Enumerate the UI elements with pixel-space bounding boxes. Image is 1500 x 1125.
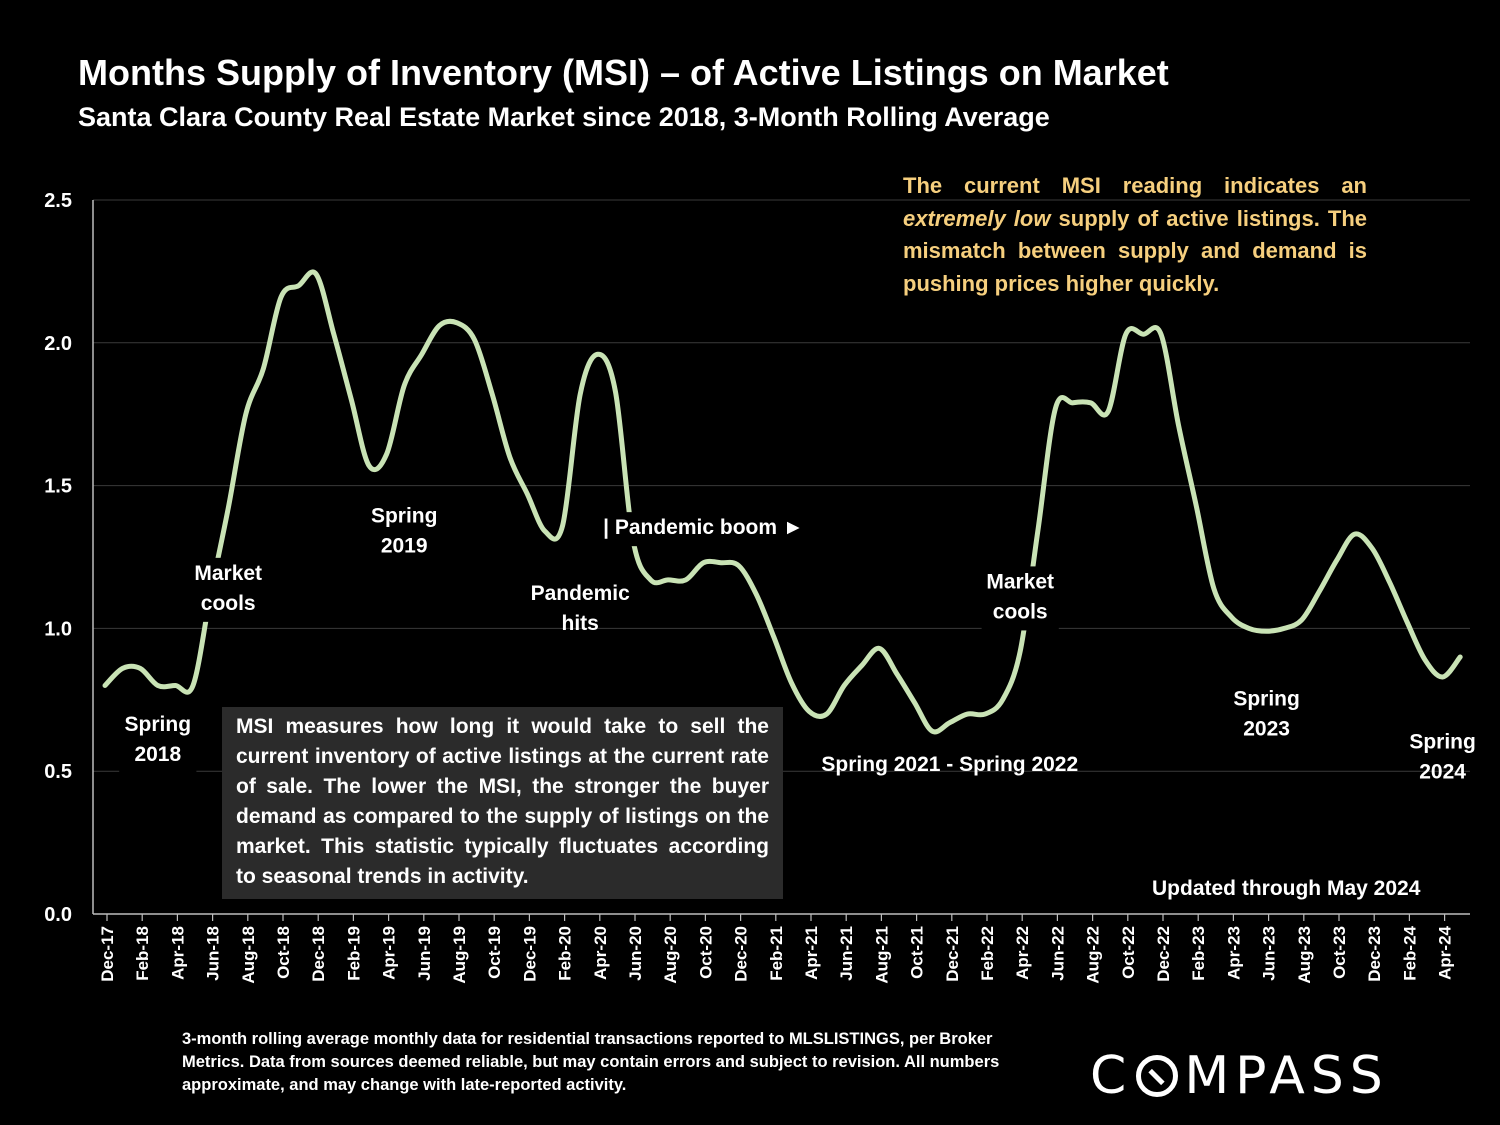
compass-o-icon [1136,1055,1179,1097]
annotation-line: Spring [371,505,438,528]
logo-letter-c: C [1090,1046,1133,1106]
annotation-line: Spring [125,713,192,736]
annotation-text: Pandemic hits [531,582,631,635]
x-tick-label: Dec-17 [98,926,117,982]
x-tick-label: Dec-23 [1365,926,1384,982]
logo-letters: MPASS [1184,1046,1389,1106]
y-tick-label: 0.5 [44,761,72,783]
annotation-line: Spring [1409,730,1476,753]
annotation-line: | Pandemic boom ► [603,516,804,539]
y-tick-label: 1.5 [44,476,72,498]
x-tick-label: Jun-20 [626,926,645,981]
x-tick-label: Jun-19 [415,926,434,981]
x-tick-label: Jun-21 [837,926,856,981]
annotation-line: Market [986,570,1054,593]
source-footnote: 3-month rolling average monthly data for… [182,1030,1000,1094]
annotation-text: Spring 2021 - Spring 2022 [821,753,1078,776]
annotation-backing [119,709,197,774]
x-tick-label: Aug-19 [450,926,469,984]
x-tick-label: Feb-20 [556,926,575,981]
x-tick-label: Feb-23 [1189,926,1208,981]
annotation-text: | Pandemic boom ► [603,516,804,539]
annotation: | Pandemic boom ► [603,512,804,547]
annotation: Market cools [981,566,1059,631]
annotation-line: Spring [1233,688,1300,711]
y-tick-label: 0.0 [44,904,72,926]
annotation-line: cools [201,592,256,615]
annotation: Spring 2024 [1409,730,1476,783]
x-tick-label: Dec-21 [943,926,962,982]
annotation: Spring 2021 - Spring 2022 [821,753,1078,776]
x-tick-label: Aug-20 [661,926,680,984]
x-tick-label: Oct-18 [274,926,293,979]
x-tick-label: Apr-19 [380,926,399,980]
x-tick-label: Aug-22 [1084,926,1103,984]
x-tick-label: Apr-24 [1436,925,1455,979]
annotation-text: Spring 2024 [1409,730,1476,783]
x-tick-label: Oct-20 [696,926,715,979]
x-tick-label: Aug-18 [239,926,258,984]
annotation-line: Market [194,562,262,585]
x-tick-label: Jun-23 [1260,926,1279,981]
annotation-line: 2018 [134,743,181,766]
annotation-backing [603,512,804,547]
x-tick-label: Aug-21 [872,926,891,984]
x-tick-label: Dec-19 [520,926,539,982]
y-tick-label: 1.0 [44,618,72,640]
annotation-line: 2019 [381,535,428,558]
callout-emphasis: extremely low [903,205,1051,231]
x-tick-label: Apr-20 [591,926,610,980]
annotation: Spring 2023 [1233,688,1300,741]
annotation-line: 2024 [1419,760,1466,783]
annotation-line: 2023 [1243,718,1290,741]
annotation-backing [981,566,1059,631]
x-tick-label: Aug-23 [1295,926,1314,984]
annotation-text: Spring 2023 [1233,688,1300,741]
x-tick-label: Apr-18 [168,926,187,980]
annotation: Spring 2019 [371,505,438,558]
x-tick-label: Feb-22 [978,926,997,981]
x-tick-label: Feb-19 [344,926,363,981]
annotation-text: Spring 2018 [125,713,192,766]
x-tick-label: Apr-21 [802,926,821,980]
annotation: Market cools [189,557,267,622]
chart-title: Months Supply of Inventory (MSI) – of Ac… [78,52,1169,93]
x-tick-label: Dec-20 [732,926,751,982]
y-tick-label: 2.5 [44,190,72,212]
annotation-backing [189,557,267,622]
annotation: Spring 2018 [119,709,197,774]
annotation-line: Pandemic [531,582,631,605]
x-tick-label: Oct-19 [485,926,504,979]
x-tick-label: Jun-18 [204,926,223,981]
callout-text-1: The current MSI reading indicates an [903,173,1367,198]
msi-explanation-box: MSI measures how long it would take to s… [222,707,783,899]
callout-text-2: supply of active listings. The mismatch … [903,205,1368,296]
x-tick-label: Dec-22 [1154,926,1173,982]
x-tick-label: Feb-18 [133,926,152,981]
msi-series-line [102,269,1463,735]
x-tick-label: Feb-21 [767,926,786,981]
y-tick-label: 2.0 [44,333,72,355]
x-tick-label: Oct-21 [908,926,927,979]
x-tick-label: Dec-18 [309,926,328,982]
compass-logo: C MPASS [1090,1046,1389,1106]
annotation-line: cools [993,600,1048,623]
x-tick-label: Feb-24 [1400,925,1419,980]
x-tick-label: Apr-23 [1224,926,1243,980]
chart-subtitle: Santa Clara County Real Estate Market si… [78,102,1050,132]
x-tick-label: Oct-23 [1330,926,1349,979]
annotation-text: Market cools [986,570,1054,623]
annotation-line: Spring 2021 - Spring 2022 [821,753,1078,776]
annotation: Pandemic hits [531,582,631,635]
x-tick-label: Apr-22 [1013,926,1032,980]
annotation-line: hits [562,612,599,635]
msi-callout: The current MSI reading indicates an ext… [903,170,1367,300]
updated-note: Updated through May 2024 [1152,877,1421,900]
x-tick-label: Oct-22 [1119,926,1138,979]
x-tick-label: Jun-22 [1048,926,1067,981]
annotation-text: Market cools [194,562,262,615]
annotation-text: Spring 2019 [371,505,438,558]
